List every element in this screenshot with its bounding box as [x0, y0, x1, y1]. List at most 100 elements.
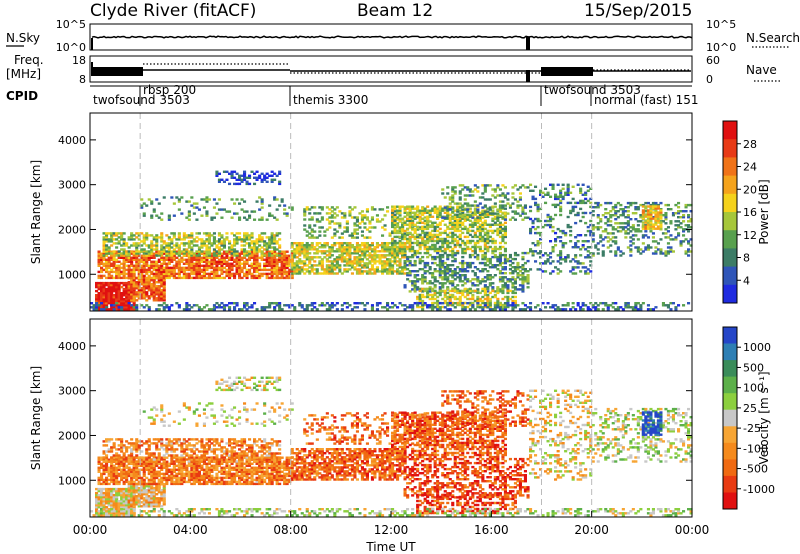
cell — [501, 229, 505, 233]
cell — [217, 266, 221, 270]
cell — [228, 248, 232, 251]
cell — [431, 255, 435, 259]
cell — [682, 210, 686, 213]
cell — [451, 287, 455, 291]
cell — [150, 260, 154, 263]
cell — [175, 266, 179, 270]
cell — [478, 297, 482, 301]
cell — [511, 290, 515, 293]
cell — [544, 187, 548, 190]
cell — [549, 223, 553, 227]
cell — [416, 249, 420, 253]
cell — [107, 283, 111, 287]
cell — [451, 276, 455, 279]
cell — [446, 233, 450, 237]
cell — [225, 232, 229, 235]
cell — [112, 270, 116, 274]
cell — [411, 233, 415, 237]
cell — [350, 272, 354, 275]
cell — [365, 266, 369, 269]
cell — [177, 234, 181, 237]
cell — [338, 236, 342, 239]
cell — [386, 260, 390, 263]
cell — [651, 207, 655, 210]
cell — [102, 287, 106, 291]
cell — [441, 253, 445, 257]
cell — [250, 266, 254, 270]
cell — [453, 237, 457, 241]
cell — [110, 298, 114, 301]
cell — [353, 252, 357, 255]
cell — [539, 231, 543, 235]
cell — [438, 266, 442, 269]
cell — [127, 295, 131, 298]
cell — [303, 250, 307, 253]
cell — [122, 308, 126, 311]
cell — [175, 260, 179, 263]
cell — [433, 229, 437, 233]
cell — [345, 242, 349, 245]
cell — [446, 227, 450, 231]
cell — [373, 208, 377, 211]
cell — [584, 240, 588, 243]
cell — [300, 246, 304, 249]
cell — [115, 238, 119, 241]
cell — [97, 306, 101, 309]
cell — [513, 253, 517, 257]
cell — [115, 287, 119, 291]
cell — [145, 287, 149, 290]
cell — [521, 257, 525, 261]
cell — [649, 227, 653, 230]
cell — [303, 212, 307, 215]
cell — [212, 306, 216, 309]
cell — [564, 260, 568, 263]
cell — [360, 258, 364, 261]
cell — [130, 256, 134, 259]
cell — [298, 272, 302, 275]
cell — [534, 244, 538, 247]
cell — [202, 258, 206, 261]
cell — [403, 268, 407, 271]
cell — [340, 236, 344, 239]
cell — [135, 293, 139, 296]
cell — [100, 298, 104, 301]
cell — [456, 210, 460, 213]
cell — [521, 290, 525, 293]
cell — [147, 250, 151, 253]
cell — [155, 274, 159, 278]
cell — [501, 223, 505, 226]
cell — [333, 266, 337, 269]
cell — [574, 266, 578, 269]
cell — [315, 242, 319, 245]
cell — [418, 219, 422, 222]
cell — [258, 248, 262, 251]
cell — [651, 217, 655, 220]
cell — [300, 266, 304, 269]
cell — [636, 208, 640, 211]
cell — [579, 248, 583, 251]
cell — [456, 266, 460, 269]
cell — [606, 212, 610, 215]
cell — [295, 264, 299, 267]
cell — [416, 209, 420, 212]
cell — [551, 250, 555, 253]
cell — [654, 215, 658, 218]
cell — [278, 232, 282, 235]
cell — [586, 199, 590, 203]
cell — [313, 230, 317, 233]
cell — [107, 289, 111, 293]
cell — [187, 236, 191, 239]
cell — [483, 186, 487, 189]
cell — [483, 276, 487, 279]
cell — [614, 210, 618, 213]
cell — [293, 268, 297, 271]
cell — [381, 254, 385, 257]
cell — [228, 210, 232, 213]
cell — [157, 216, 161, 219]
cell — [488, 278, 492, 281]
cell — [100, 285, 104, 289]
cell — [431, 276, 435, 279]
cell — [461, 208, 465, 211]
cell — [421, 225, 425, 229]
cell — [438, 276, 442, 279]
